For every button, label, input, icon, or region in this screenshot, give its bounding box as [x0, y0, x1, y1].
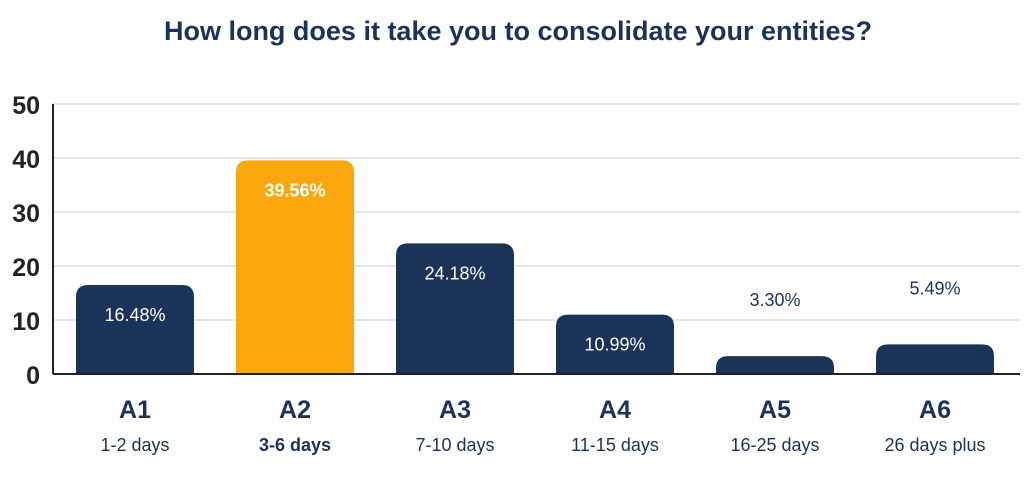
- category-label: A3: [439, 396, 471, 424]
- category-labels: A1 1-2 days A2 3-6 days A3 7-10 days A4 11-15 d…: [100, 396, 985, 455]
- category-label: A2: [279, 396, 311, 424]
- category-sublabel: 26 days plus: [884, 435, 985, 455]
- value-label: 39.56%: [264, 180, 325, 200]
- value-label: 3.30%: [749, 290, 800, 310]
- y-tick-label: 40: [12, 146, 40, 174]
- category-label: A6: [919, 396, 951, 424]
- value-labels: 16.48% 39.56% 24.18% 10.99% 3.30% 5.49%: [104, 180, 960, 354]
- category-label: A4: [599, 396, 631, 424]
- value-label: 16.48%: [104, 305, 165, 325]
- value-label: 10.99%: [584, 335, 645, 355]
- x-axis: [52, 104, 1020, 375]
- y-tick-label: 10: [12, 308, 40, 336]
- grid-lines: [53, 103, 1020, 321]
- bar-a1: [76, 285, 194, 374]
- bars: [76, 160, 994, 374]
- category-label: A5: [759, 396, 791, 424]
- bar-a2: [236, 160, 354, 374]
- category-sublabel: 11-15 days: [571, 435, 659, 455]
- category-sublabel: 7-10 days: [415, 435, 494, 455]
- bar-a4: [556, 314, 674, 374]
- y-tick-label: 20: [12, 254, 40, 282]
- category-sublabel: 1-2 days: [100, 435, 169, 455]
- value-label: 24.18%: [424, 263, 485, 283]
- y-tick-label: 50: [12, 92, 40, 120]
- category-sublabel: 3-6 days: [259, 435, 331, 455]
- bar-a3: [396, 243, 514, 374]
- category-sublabel: 16-25 days: [730, 435, 819, 455]
- bar-a6: [876, 344, 994, 374]
- bar-a5: [716, 356, 834, 374]
- value-label: 5.49%: [909, 278, 960, 298]
- chart-title: How long does it take you to consolidate…: [164, 16, 872, 46]
- y-axis-ticks: 0 10 20 30 40 50: [12, 92, 40, 390]
- category-label: A1: [119, 396, 151, 424]
- y-tick-label: 30: [12, 200, 40, 228]
- y-tick-label: 0: [26, 362, 40, 390]
